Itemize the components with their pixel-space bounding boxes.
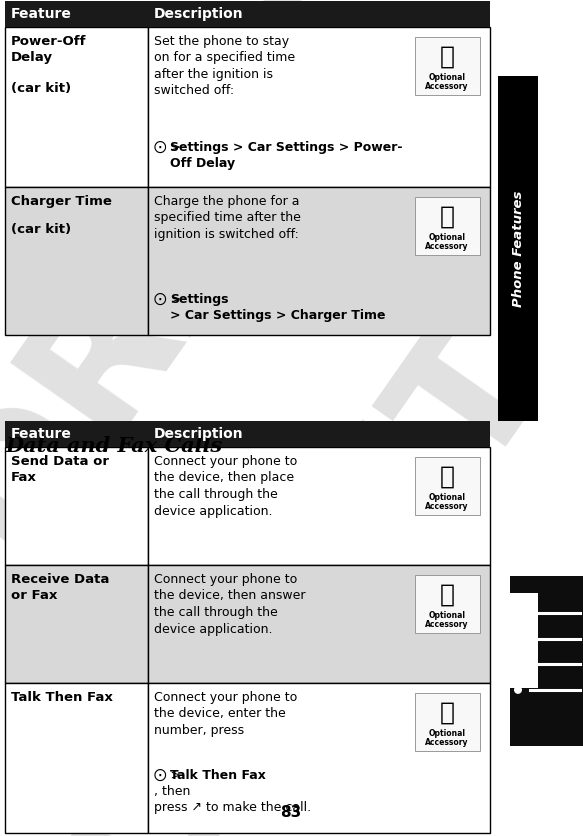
Text: Power-Off
Delay: Power-Off Delay (11, 35, 86, 64)
Text: Set the phone to stay
on for a specified time
after the ignition is
switched off: Set the phone to stay on for a specified… (154, 35, 295, 98)
Text: 83: 83 (280, 805, 301, 820)
Text: , then
press ↗ to make the call.: , then press ↗ to make the call. (154, 785, 311, 814)
Circle shape (514, 635, 522, 643)
Bar (415, 457, 480, 515)
Bar (510, 593, 538, 688)
Bar (415, 37, 480, 95)
Text: Optional
Accessory: Optional Accessory (425, 492, 469, 512)
Text: Data and Fax Calls: Data and Fax Calls (5, 436, 222, 456)
Text: Optional
Accessory: Optional Accessory (425, 610, 469, 630)
Text: Description: Description (154, 427, 244, 441)
Bar (148, 565, 490, 683)
Circle shape (514, 660, 522, 669)
Bar (148, 187, 490, 335)
Text: Connect your phone to
the device, then answer
the call through the
device applic: Connect your phone to the device, then a… (154, 573, 305, 635)
Text: Feature: Feature (11, 7, 72, 21)
Text: (car kit): (car kit) (11, 82, 71, 95)
Text: Feature: Feature (11, 427, 72, 441)
Text: Charger Time: Charger Time (11, 195, 112, 208)
Text: ⨀ >: ⨀ > (154, 141, 185, 154)
Text: 📟: 📟 (440, 701, 455, 725)
Bar (5, 187, 148, 335)
Text: Charge the phone for a
specified time after the
ignition is switched off:: Charge the phone for a specified time af… (154, 195, 301, 241)
Bar (148, 27, 490, 187)
Text: Connect your phone to
the device, then place
the call through the
device applica: Connect your phone to the device, then p… (154, 455, 297, 517)
Text: Connect your phone to
the device, enter the
number, press: Connect your phone to the device, enter … (154, 691, 297, 737)
Text: Optional
Accessory: Optional Accessory (425, 73, 469, 91)
Text: 📟: 📟 (440, 583, 455, 607)
Text: DRAFT: DRAFT (0, 0, 436, 583)
Bar (5, 683, 148, 833)
Text: Phone Features: Phone Features (511, 191, 525, 307)
Text: (car kit): (car kit) (11, 223, 71, 236)
Bar (5, 565, 148, 683)
Text: 📟: 📟 (440, 205, 455, 229)
Bar (5, 1, 490, 27)
Text: Optional
Accessory: Optional Accessory (425, 729, 469, 747)
Bar (5, 27, 148, 187)
Bar (148, 447, 490, 565)
Text: Talk Then Fax: Talk Then Fax (170, 769, 266, 782)
Text: DRAFT: DRAFT (44, 289, 575, 836)
Text: Settings
> Car Settings > Charger Time: Settings > Car Settings > Charger Time (170, 293, 385, 322)
Text: 📟: 📟 (440, 45, 455, 69)
Circle shape (514, 686, 522, 694)
Bar (5, 421, 490, 447)
Text: Optional
Accessory: Optional Accessory (425, 232, 469, 252)
Bar (510, 576, 583, 746)
Text: ⨀ >: ⨀ > (154, 769, 185, 782)
Bar (415, 575, 480, 633)
Text: Description: Description (154, 7, 244, 21)
Bar (5, 447, 148, 565)
Bar (498, 76, 538, 421)
Text: ⨀ >: ⨀ > (154, 293, 185, 306)
Bar (415, 197, 480, 255)
Text: Talk Then Fax: Talk Then Fax (11, 691, 113, 704)
Text: 📟: 📟 (440, 465, 455, 489)
Text: Settings > Car Settings > Power-
Off Delay: Settings > Car Settings > Power- Off Del… (170, 141, 402, 170)
Bar (148, 683, 490, 833)
Text: Receive Data
or Fax: Receive Data or Fax (11, 573, 110, 602)
Text: Send Data or
Fax: Send Data or Fax (11, 455, 109, 484)
Circle shape (514, 609, 522, 618)
Bar (415, 693, 480, 751)
